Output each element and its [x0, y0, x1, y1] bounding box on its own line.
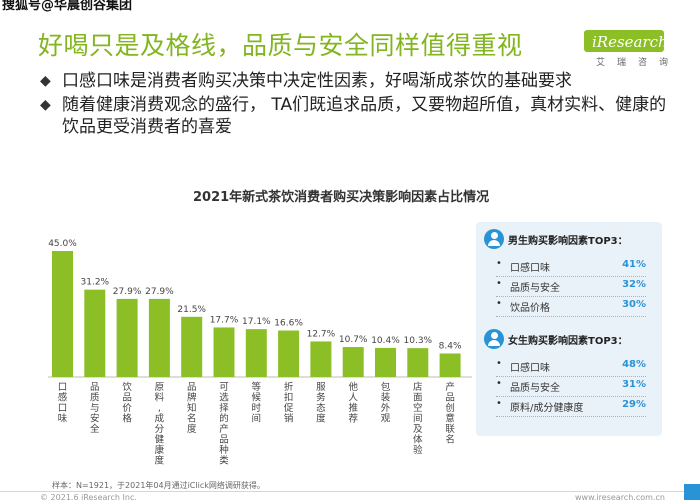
female-factor-label: 品质与安全: [510, 383, 560, 394]
male-factor-label: 饮品价格: [510, 303, 550, 314]
bar: [213, 327, 235, 377]
bar: [310, 341, 332, 377]
category-label: 可选择的产品种类: [219, 382, 229, 467]
male-factor-label: 口感口味: [510, 263, 550, 274]
bar-value-label: 16.6%: [274, 319, 303, 329]
bar-value-label: 27.9%: [113, 287, 142, 297]
bar-value-label: 17.7%: [210, 315, 239, 325]
diamond-bullet-icon: ◆: [40, 97, 51, 113]
bar-value-label: 10.3%: [404, 336, 433, 346]
category-label: 品牌知名度: [187, 382, 197, 435]
category-label: 饮品价格: [122, 381, 132, 425]
male-factor-pct: 41%: [622, 259, 646, 270]
female-factor-label: 口感口味: [510, 363, 550, 374]
category-label: 口感口味: [58, 382, 68, 425]
bar-value-label: 17.1%: [242, 317, 271, 327]
website-text: www.iresearch.com.cn: [575, 493, 665, 502]
female-top3-row: • 原料/成分健康度 29%: [496, 398, 646, 417]
male-user-icon: [484, 229, 504, 249]
bar: [181, 316, 203, 377]
bullet-list: ◆ 口感口味是消费者购买决策中决定性因素，好喝渐成茶饮的基础要求 ◆ 随着健康消…: [40, 70, 680, 140]
bar: [375, 347, 396, 377]
category-label: 包装外观: [381, 381, 391, 425]
female-top3-row: • 品质与安全 31%: [496, 378, 646, 397]
category-label: 店面空间及体验: [413, 381, 423, 456]
category-label: 品质与安全: [90, 382, 100, 435]
page-number-tab: [684, 484, 700, 500]
bullet-text: 口感口味是消费者购买决策中决定性因素，好喝渐成茶饮的基础要求: [62, 71, 572, 91]
bullet-item: ◆ 口感口味是消费者购买决策中决定性因素，好喝渐成茶饮的基础要求: [40, 70, 680, 92]
footer-divider: [0, 491, 700, 492]
copyright-text: © 2021.6 iResearch Inc.: [40, 493, 137, 502]
bar-value-label: 31.2%: [81, 278, 110, 288]
bar: [439, 353, 461, 377]
diamond-bullet-icon: ◆: [40, 73, 51, 89]
female-top3-row: • 口感口味 48%: [496, 358, 646, 377]
female-factor-pct: 29%: [622, 399, 646, 410]
bar-value-label: 10.4%: [371, 336, 400, 346]
bar-value-label: 27.9%: [145, 287, 174, 297]
category-label: 原料,成分健康度: [155, 382, 165, 467]
category-label: 产品创意联名: [445, 381, 455, 446]
female-factor-pct: 31%: [622, 379, 646, 390]
female-user-icon: [484, 329, 504, 349]
bullet-item: ◆ 随着健康消费观念的盛行， TA们既追求品质，又要物超所值，真材实料、健康的饮…: [40, 94, 680, 138]
page-title: 好喝只是及格线，品质与安全同样值得重视: [38, 31, 523, 60]
category-label: 等候时间: [252, 381, 262, 425]
bar-value-label: 45.0%: [48, 239, 77, 249]
male-top3-row: • 饮品价格 30%: [496, 298, 646, 317]
bar-value-label: 21.5%: [177, 305, 206, 315]
bar: [278, 330, 300, 377]
bar: [52, 251, 73, 377]
watermark: 搜狐号@华晨创谷集团: [2, 0, 133, 13]
bar: [116, 298, 138, 377]
female-top3-title: 女生购买影响因素TOP3：: [508, 336, 628, 347]
category-label: 折扣促销: [284, 381, 294, 425]
bar-value-label: 12.7%: [307, 329, 336, 339]
female-factor-label: 原料/成分健康度: [510, 403, 584, 414]
gender-top3-panel: 男生购买影响因素TOP3： • 口感口味 41% • 品质与安全 32% • 饮…: [476, 222, 662, 436]
bar: [407, 348, 429, 377]
male-factor-pct: 32%: [622, 279, 646, 290]
male-top3-row: • 口感口味 41%: [496, 258, 646, 277]
bar: [84, 289, 106, 377]
bar: [342, 347, 364, 377]
bullet-text: 随着健康消费观念的盛行， TA们既追求品质，又要物超所值，真材实料、健康的饮品更…: [62, 95, 667, 137]
male-factor-pct: 30%: [622, 299, 646, 310]
logo-subtitle: 艾瑞咨询: [596, 58, 681, 68]
chart-title: 2021年新式茶饮消费者购买决策影响因素占比情况: [193, 190, 490, 205]
iresearch-logo: iResearch 艾瑞咨询: [578, 28, 668, 68]
category-label: 服务态度: [316, 382, 326, 425]
male-top3-title: 男生购买影响因素TOP3：: [508, 236, 628, 247]
logo-text: iResearch: [592, 33, 668, 51]
male-top3-row: • 品质与安全 32%: [496, 278, 646, 297]
category-label: 他人推荐: [348, 381, 358, 425]
bar: [148, 298, 170, 377]
female-factor-pct: 48%: [622, 359, 646, 370]
bar-value-label: 8.4%: [439, 341, 462, 351]
bar-value-label: 10.7%: [339, 335, 368, 345]
sample-footnote: 样本：N=1921，于2021年04月通过iClick网络调研获得。: [52, 481, 265, 490]
logo-box: iResearch: [584, 30, 668, 52]
male-factor-label: 品质与安全: [510, 283, 560, 294]
bar: [245, 329, 267, 377]
